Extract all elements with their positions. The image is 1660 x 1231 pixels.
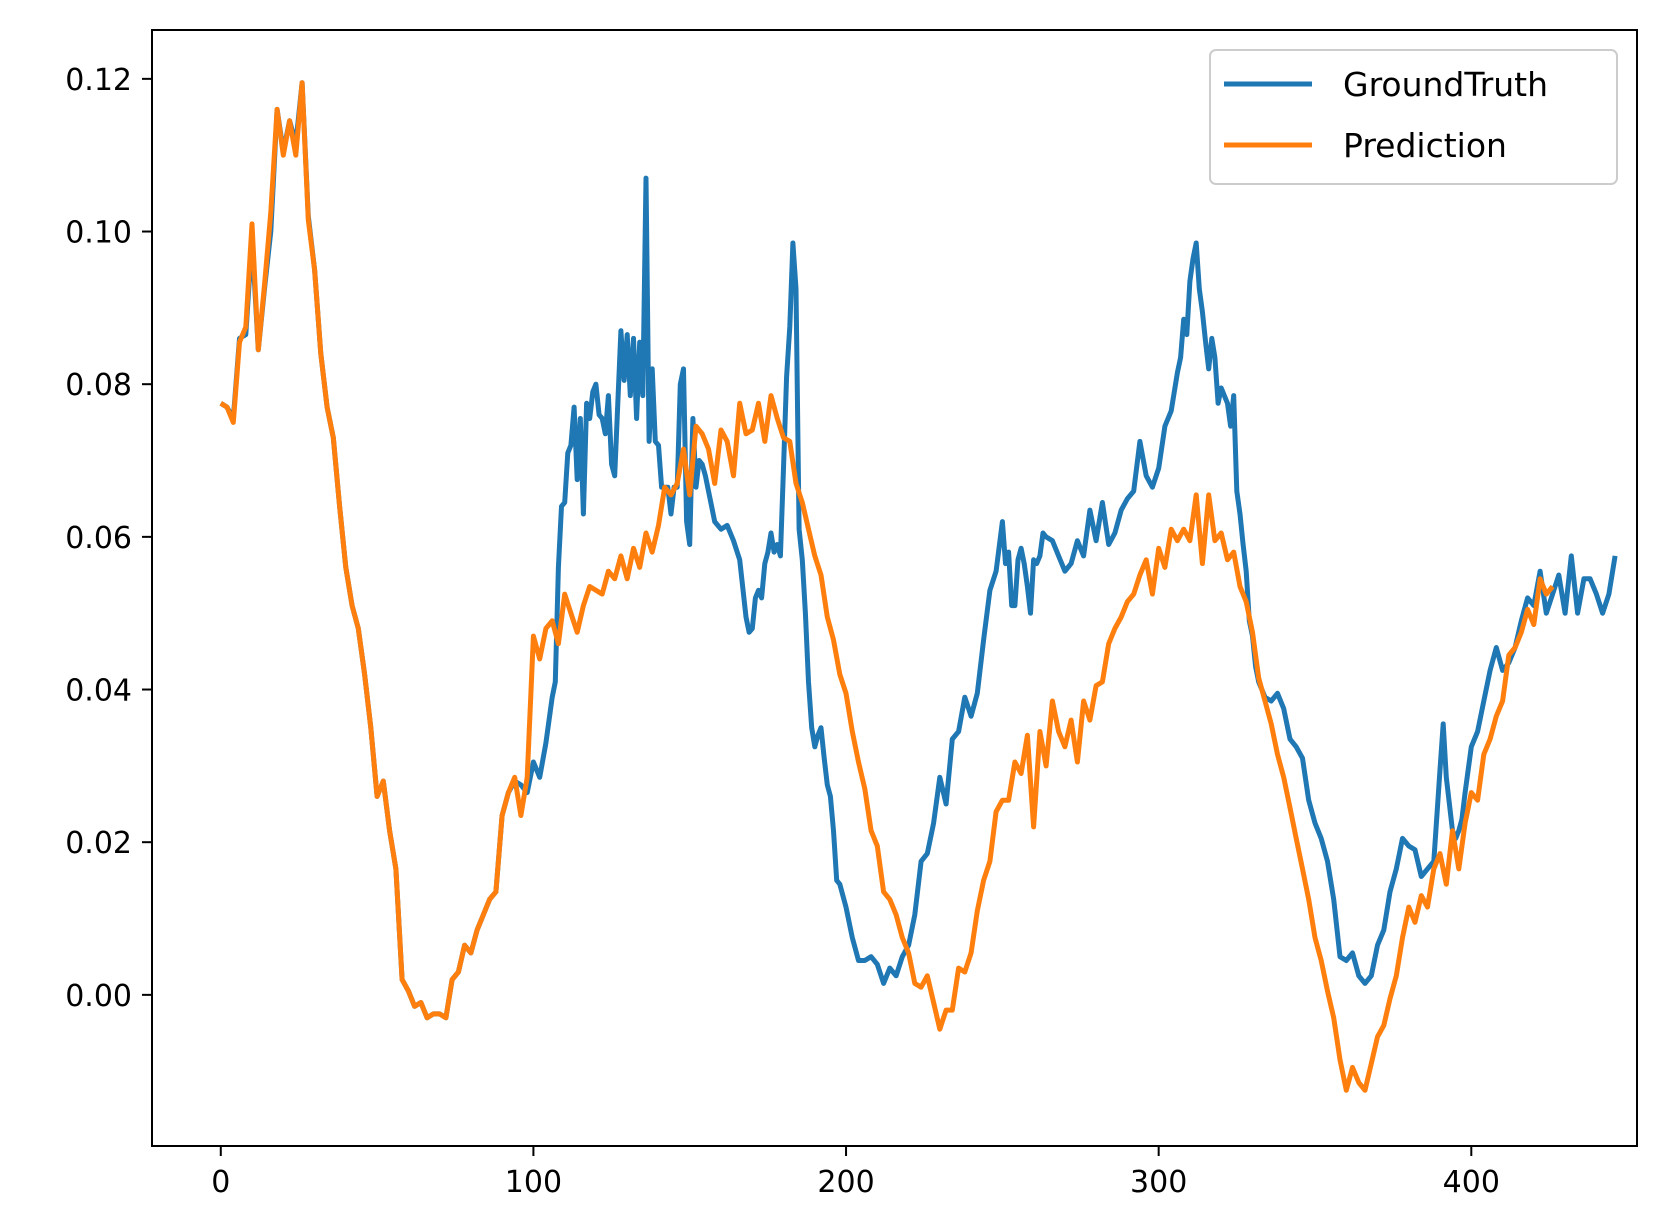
x-tick-label: 0 <box>211 1165 230 1200</box>
y-tick-label: 0.00 <box>65 979 132 1014</box>
y-tick-label: 0.06 <box>65 521 132 556</box>
y-tick-label: 0.08 <box>65 368 132 403</box>
legend-label-prediction: Prediction <box>1343 126 1507 165</box>
series-line-prediction <box>219 80 1555 1093</box>
y-tick-label: 0.12 <box>65 63 132 98</box>
x-axis-ticks: 0 100 200 300 400 <box>211 1146 1500 1200</box>
x-tick-label: 300 <box>1130 1165 1187 1200</box>
x-tick-label: 200 <box>817 1165 874 1200</box>
y-tick-label: 0.02 <box>65 826 132 861</box>
x-tick-label: 400 <box>1443 1165 1500 1200</box>
plot-lines <box>219 80 1618 1093</box>
legend-label-groundtruth: GroundTruth <box>1343 65 1548 104</box>
series-line-groundtruth <box>219 80 1618 1021</box>
plot-frame <box>151 29 1638 1147</box>
y-axis-ticks: 0.00 0.02 0.04 0.06 0.08 0.10 0.12 <box>65 63 152 1014</box>
y-tick-label: 0.04 <box>65 674 132 709</box>
legend: GroundTruth Prediction <box>1209 49 1618 185</box>
y-tick-label: 0.10 <box>65 216 132 251</box>
x-tick-label: 100 <box>505 1165 562 1200</box>
